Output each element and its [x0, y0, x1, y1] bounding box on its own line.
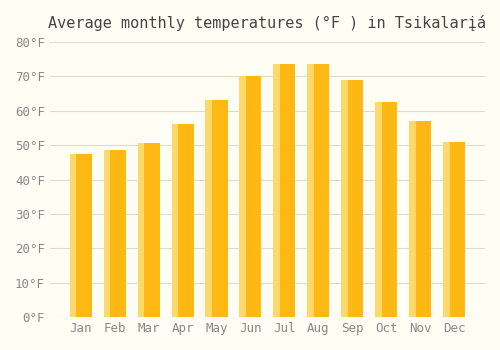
Bar [70, 154, 76, 317]
Bar [104, 150, 126, 317]
Bar [206, 100, 212, 317]
Bar [172, 125, 178, 317]
Title: Average monthly temperatures (°F ) in Tsikalarįá: Average monthly temperatures (°F ) in Ts… [48, 15, 486, 31]
Bar [342, 80, 348, 317]
Bar [375, 102, 382, 317]
Bar [104, 150, 110, 317]
Bar [138, 144, 160, 317]
Bar [172, 125, 194, 317]
Bar [70, 154, 92, 317]
Bar [443, 142, 450, 317]
Bar [342, 80, 363, 317]
Bar [409, 121, 432, 317]
Bar [240, 76, 246, 317]
Bar [308, 64, 330, 317]
Bar [206, 100, 228, 317]
Bar [409, 121, 416, 317]
Bar [274, 64, 295, 317]
Bar [375, 102, 398, 317]
Bar [443, 142, 465, 317]
Bar [240, 76, 262, 317]
Bar [274, 64, 280, 317]
Bar [308, 64, 314, 317]
Bar [138, 144, 144, 317]
